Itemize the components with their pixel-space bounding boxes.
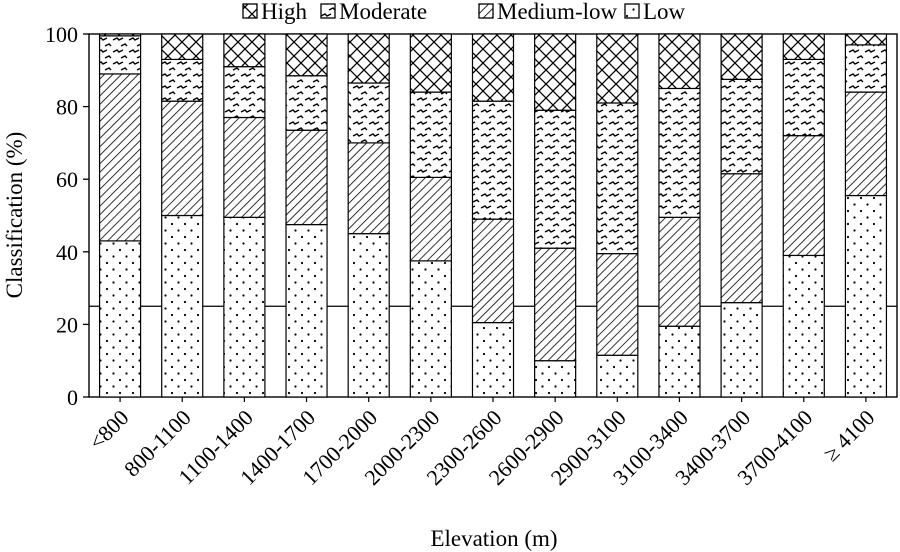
- bar-segment-high-3700-4100: [782, 33, 825, 61]
- bar-segment-moderate-1700-2000: [347, 82, 390, 144]
- y-tick-label: 80: [56, 95, 78, 120]
- bar-segment-moderate-3100-3400: [658, 87, 701, 218]
- bar-segment-medium-low-3700-4100: [782, 135, 825, 257]
- bar-segment-medium-low-800-1100: [161, 100, 204, 217]
- bar-segment-high-2600-2900: [534, 33, 577, 111]
- y-tick-label: 60: [56, 167, 78, 192]
- bar-segment-moderate-3400-3700: [720, 78, 763, 175]
- legend-item-low: Low: [624, 0, 686, 24]
- bar-segment-medium-low-3100-3400: [658, 216, 701, 327]
- legend-item-moderate: Moderate: [320, 0, 427, 24]
- bar-segment-low-2000-2300: [409, 260, 452, 398]
- bar-group-3700-4100: [782, 33, 825, 398]
- legend-swatch-moderate: [320, 3, 336, 19]
- legend-label-high: High: [261, 0, 308, 24]
- bar-group-1400-1700: [285, 33, 328, 398]
- bar-group-3400-3700: [720, 33, 763, 398]
- bar-group-1100-1400: [223, 33, 266, 398]
- bar-segment-moderate-1400-1700: [285, 75, 328, 131]
- bar-segment-medium-low-4100: [844, 91, 888, 197]
- bar-segment-moderate-2900-3100: [596, 102, 639, 255]
- bar-segment-high-3400-3700: [720, 33, 763, 80]
- bar-segment-low-3100-3400: [658, 325, 701, 398]
- legend-swatch-high: [242, 3, 258, 19]
- bar-segment-medium-low-1700-2000: [347, 142, 390, 235]
- legend-label-low: Low: [643, 0, 686, 24]
- bar-group-800: [98, 33, 142, 398]
- bar-segment-low-4100: [844, 194, 888, 398]
- bar-segment-low-800-1100: [161, 214, 204, 398]
- bar-group-2600-2900: [534, 33, 577, 398]
- bar-segment-medium-low-2900-3100: [596, 253, 639, 356]
- bar-group-2300-2600: [471, 33, 515, 398]
- bar-segment-low-3400-3700: [720, 302, 763, 398]
- bar-segment-medium-low-800: [98, 73, 142, 242]
- bar-group-3100-3400: [658, 33, 701, 398]
- bar-group-1700-2000: [347, 33, 390, 398]
- bar-segment-low-1400-1700: [285, 223, 328, 398]
- bar-group-4100: [844, 33, 888, 398]
- bar-segment-high-1700-2000: [347, 33, 390, 84]
- bar-segment-high-800: [98, 33, 142, 37]
- y-axis-title: Classification (%): [2, 132, 27, 299]
- legend-item-high: High: [242, 0, 308, 24]
- bar-segment-low-800: [98, 240, 142, 398]
- bars-layer: [98, 33, 888, 398]
- bar-segment-high-1400-1700: [285, 33, 328, 77]
- bar-segment-high-4100: [844, 33, 888, 46]
- bar-segment-moderate-1100-1400: [223, 66, 266, 119]
- bar-group-2900-3100: [596, 33, 639, 398]
- bar-segment-moderate-2600-2900: [534, 109, 577, 249]
- bar-segment-medium-low-2600-2900: [534, 247, 577, 362]
- bar-segment-medium-low-1100-1400: [223, 116, 266, 218]
- bar-segment-high-2000-2300: [409, 33, 452, 93]
- bar-segment-medium-low-3400-3700: [720, 173, 763, 304]
- x-tick-label-800: <800: [84, 405, 134, 455]
- bar-group-800-1100: [161, 33, 204, 398]
- legend-swatch-medium-low: [478, 3, 494, 19]
- bar-segment-high-2300-2600: [471, 33, 515, 102]
- bar-segment-moderate-800-1100: [161, 58, 204, 102]
- y-tick-label: 40: [56, 240, 78, 265]
- bar-segment-moderate-2300-2600: [471, 100, 515, 220]
- bar-segment-moderate-3700-4100: [782, 58, 825, 137]
- legend-swatch-low: [624, 3, 640, 19]
- bar-segment-low-2600-2900: [534, 360, 577, 398]
- y-tick-label: 20: [56, 312, 78, 337]
- x-tick-label-4100: ≥ 4100: [818, 405, 879, 466]
- bar-segment-high-800-1100: [161, 33, 204, 61]
- legend-item-medium-low: Medium-low: [478, 0, 617, 24]
- bar-segment-high-3100-3400: [658, 33, 701, 90]
- bar-segment-moderate-800: [98, 35, 142, 75]
- bar-segment-medium-low-1400-1700: [285, 129, 328, 226]
- legend: High Moderate Medium-low Low: [242, 0, 686, 24]
- bar-segment-low-2900-3100: [596, 354, 639, 398]
- bar-segment-low-1700-2000: [347, 233, 390, 398]
- x-axis-title: Elevation (m): [430, 526, 557, 551]
- y-axis: 0 20 40 60 80 100: [45, 22, 89, 410]
- bar-segment-high-2900-3100: [596, 33, 639, 104]
- bar-segment-low-1100-1400: [223, 216, 266, 398]
- legend-label-medium-low: Medium-low: [497, 0, 617, 24]
- y-tick-label: 100: [45, 22, 78, 47]
- legend-label-moderate: Moderate: [339, 0, 427, 24]
- bar-segment-low-3700-4100: [782, 254, 825, 398]
- bar-segment-medium-low-2300-2600: [471, 218, 515, 324]
- x-axis: <800800-11001100-14001400-17001700-20002…: [84, 397, 879, 490]
- y-tick-label: 0: [67, 385, 78, 410]
- bar-segment-moderate-4100: [844, 44, 888, 93]
- bar-segment-medium-low-2000-2300: [409, 176, 452, 262]
- bar-segment-moderate-2000-2300: [409, 91, 452, 178]
- bar-segment-high-1100-1400: [223, 33, 266, 68]
- bar-segment-low-2300-2600: [471, 321, 515, 398]
- bar-group-2000-2300: [409, 33, 452, 398]
